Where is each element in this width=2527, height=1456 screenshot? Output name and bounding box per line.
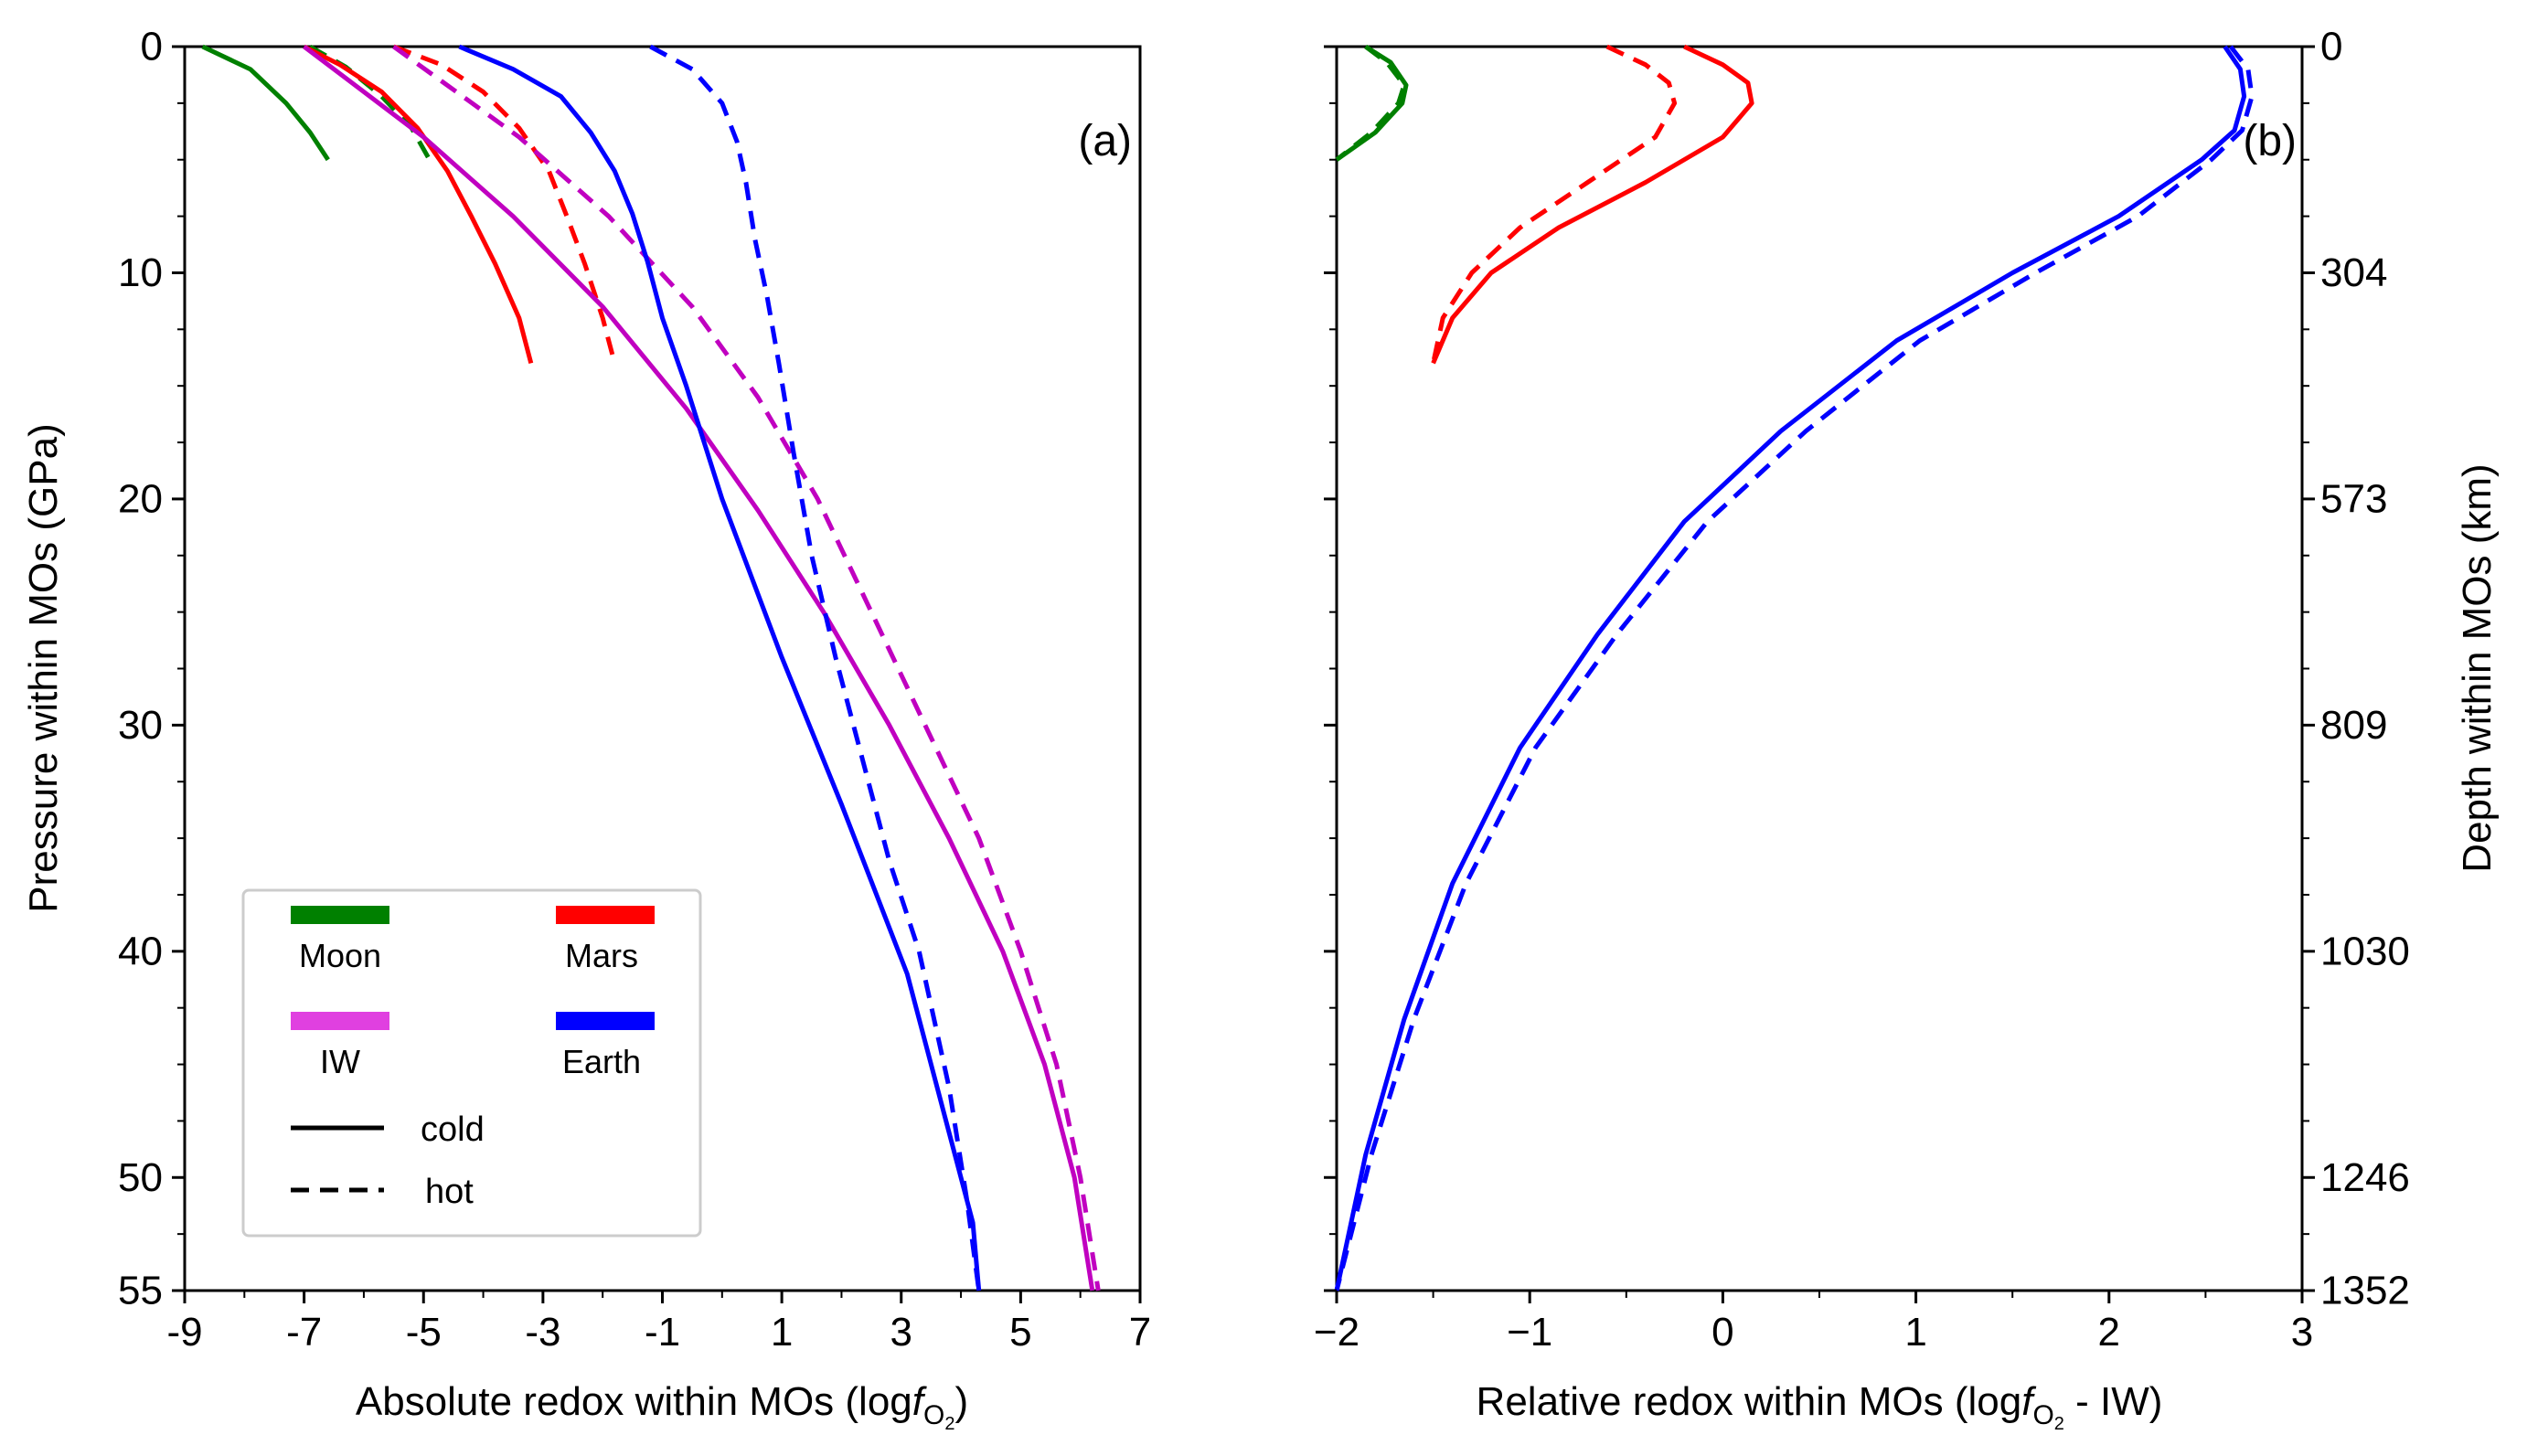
legend-frame <box>241 888 702 1238</box>
panel-a-x-tick-label: -5 <box>406 1310 442 1355</box>
panel-b-x-ticks: −2 −1 0 1 2 3 <box>1314 1291 2313 1355</box>
panel-a-y-tick-label: 55 <box>118 1269 163 1313</box>
legend-label-mars: Mars <box>565 937 638 974</box>
panel-a-series-mars-hot <box>392 44 617 365</box>
legend: Moon Mars IW Earth cold hot <box>241 888 702 1238</box>
panel-a-x-tick-label: 3 <box>890 1310 912 1355</box>
panel-a-series-earth-cold <box>458 44 982 1291</box>
panel-b-y-tick-label: 809 <box>2320 703 2387 748</box>
panel-a-x-tick-label: 7 <box>1129 1310 1151 1355</box>
legend-label-cold: cold <box>421 1111 485 1149</box>
panel-b-series-mars-cold <box>1431 44 1754 365</box>
panel-a-series-mars-cold <box>303 44 534 365</box>
panel-a-label: (a) <box>1078 117 1132 165</box>
panel-a-x-tick-label: 5 <box>1009 1310 1031 1355</box>
panel-a-y-tick-label: 0 <box>141 25 163 69</box>
legend-label-moon: Moon <box>299 937 381 974</box>
panel-a-series-group <box>201 44 1101 1291</box>
panel-a-x-tick-label: -1 <box>645 1310 680 1355</box>
panel-b-x-tick-label: 0 <box>1711 1310 1733 1355</box>
panel-a-y-tick-label: 40 <box>118 929 163 973</box>
panel-b-label: (b) <box>2243 117 2297 165</box>
panel-a-series-earth-hot <box>649 44 982 1291</box>
panel-b-x-tick-label: 2 <box>2098 1310 2120 1355</box>
panel-b-x-tick-label: 1 <box>1904 1310 1926 1355</box>
panel-b-frame <box>1335 45 2304 1292</box>
panel-b-series-earth-cold <box>1334 45 2247 1291</box>
panel-b-y-tick-label: 304 <box>2320 250 2387 295</box>
panel-b-series-moon-hot <box>1335 44 1407 162</box>
panel-b-right-ticks: 0 304 573 809 1030 1246 1352 <box>1324 25 2410 1313</box>
panel-b-x-tick-label: 3 <box>2291 1310 2313 1355</box>
panel-a-y-tick-label: 20 <box>118 476 163 521</box>
panel-a-x-axis-label: Absolute redox within MOs (logfO2) <box>356 1379 968 1434</box>
legend-label-earth: Earth <box>562 1043 641 1080</box>
panel-b-x-tick-label: −2 <box>1314 1310 1359 1355</box>
panel-a-series-iw-cold <box>303 45 1095 1291</box>
panel-b-x-axis-label: Relative redox within MOs (logfO2 - IW) <box>1477 1379 2163 1434</box>
panel-b-series-mars-hot <box>1431 44 1678 364</box>
panel-a-y-tick-label: 30 <box>118 703 163 748</box>
panel-a-series-iw-hot <box>392 44 1101 1291</box>
panel-a-y-axis-label: Pressure within MOs (GPa) <box>21 423 66 912</box>
panel-a-y-tick-label: 10 <box>118 250 163 295</box>
panel-b-y-tick-label: 1352 <box>2320 1269 2410 1313</box>
panel-b-y-tick-label: 1030 <box>2320 929 2410 973</box>
panel-a-x-tick-label: -9 <box>166 1310 202 1355</box>
legend-label-hot: hot <box>425 1173 474 1211</box>
panel-a-series-moon-cold <box>201 44 330 162</box>
panel-a-x-tick-label: -7 <box>286 1310 322 1355</box>
panel-a-x-ticks: -9 -7 -5 -3 -1 1 3 5 7 <box>166 1291 1151 1355</box>
panel-a-y-ticks: 0 10 20 30 40 50 55 <box>118 25 185 1313</box>
panel-b-series-group <box>1334 44 2255 1291</box>
panel-b-right-axis-label: Depth within MOs (km) <box>2455 463 2500 872</box>
panel-b-y-tick-label: 0 <box>2320 25 2342 69</box>
panel-b-series-earth-hot <box>1334 45 2255 1291</box>
panel-b-y-tick-label: 1246 <box>2320 1155 2410 1200</box>
panel-a-x-tick-label: 1 <box>771 1310 793 1355</box>
legend-label-iw: IW <box>320 1043 360 1080</box>
panel-a-x-tick-label: -3 <box>525 1310 560 1355</box>
panel-b-relative-redox: −2 −1 0 1 2 3 0 304 573 809 1030 1246 1352 (b) Dept… <box>1314 25 2500 1435</box>
panel-a-y-tick-label: 50 <box>118 1155 163 1200</box>
panel-b-y-tick-label: 573 <box>2320 476 2387 521</box>
panel-a-absolute-redox: -9 -7 -5 -3 -1 1 3 5 7 0 10 20 30 40 50 55 (a) Pressur… <box>21 25 1151 1435</box>
panel-b-x-tick-label: −1 <box>1507 1310 1552 1355</box>
